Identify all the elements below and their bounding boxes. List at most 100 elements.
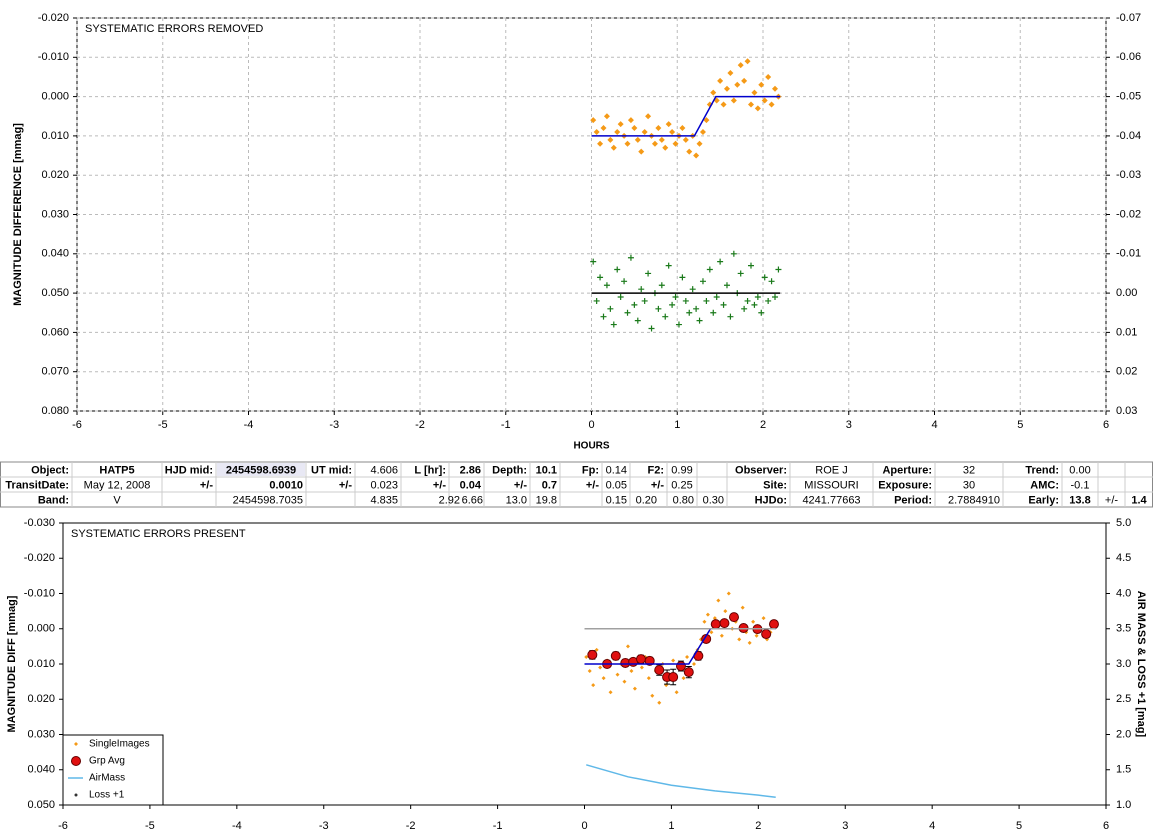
x-tick-label: -3 [319, 820, 329, 832]
point [617, 121, 624, 128]
table-value: 0.20 [636, 494, 657, 506]
table-value: 2454598.7035 [233, 494, 303, 506]
point [641, 297, 648, 304]
x-tick-label: 2 [755, 820, 761, 832]
table-value: May 12, 2008 [84, 479, 151, 491]
point [597, 274, 604, 281]
point [699, 128, 706, 135]
table-label: +/- [339, 479, 352, 491]
point [772, 294, 779, 301]
point [723, 282, 730, 289]
point [723, 609, 728, 614]
point [593, 128, 600, 135]
point [601, 676, 606, 681]
table-value: 4.606 [370, 464, 398, 476]
y-tick-label: 0.050 [41, 287, 69, 299]
table-label: Trend: [1025, 464, 1059, 476]
point [644, 655, 655, 666]
point [703, 117, 710, 124]
y2-tick-label: -0.03 [1116, 169, 1141, 181]
point [614, 128, 621, 135]
point [751, 89, 758, 96]
x-tick-label: 1 [668, 820, 674, 832]
y-tick-label: 0.030 [27, 728, 55, 740]
table-value: 10.1 [536, 464, 557, 476]
table-value: 0.023 [370, 479, 398, 491]
y-tick-label: 0.010 [41, 130, 69, 142]
table-frame [0, 461, 1153, 508]
y-tick-label: 0.020 [27, 693, 55, 705]
point [641, 128, 648, 135]
x-tick-label: -2 [406, 820, 416, 832]
point [600, 125, 607, 132]
point [668, 672, 679, 683]
table-value: MISSOURI [804, 479, 858, 491]
point [646, 676, 651, 681]
x-tick-label: 4 [929, 820, 935, 832]
point [737, 637, 742, 642]
point [71, 756, 81, 766]
point [751, 301, 758, 308]
point [758, 309, 765, 316]
table-label: L [hr]: [414, 464, 446, 476]
point [617, 294, 624, 301]
x-tick-label: 6 [1103, 419, 1109, 431]
x-axis-title: HOURS [573, 441, 609, 452]
point [610, 321, 617, 328]
point [754, 294, 761, 301]
point [598, 665, 603, 670]
y2-tick-label: -0.07 [1116, 12, 1141, 24]
point [713, 294, 720, 301]
point [761, 97, 768, 104]
y-tick-label: 0.000 [41, 91, 69, 103]
point [761, 629, 772, 640]
table-value: 13.0 [506, 494, 527, 506]
point [737, 62, 744, 69]
table-label: Site: [763, 479, 787, 491]
y2-tick-label: 0.01 [1116, 326, 1137, 338]
point [669, 301, 676, 308]
point [587, 649, 598, 660]
legend-label: SingleImages [89, 739, 150, 750]
point [719, 618, 730, 629]
y2-tick-label: -0.01 [1116, 248, 1141, 260]
series-line [591, 95, 781, 137]
y2-tick-label: 0.00 [1116, 287, 1137, 299]
table-value: 4.835 [370, 494, 398, 506]
plot-area [76, 17, 1107, 412]
point [754, 105, 761, 112]
point [635, 654, 646, 665]
point [658, 136, 665, 143]
point [682, 136, 689, 143]
point [639, 665, 644, 670]
point [706, 266, 713, 273]
point [638, 286, 645, 293]
legend-label: Grp Avg [89, 756, 125, 767]
x-tick-label: 5 [1016, 820, 1022, 832]
point [689, 286, 696, 293]
y-tick-label: 0.010 [27, 658, 55, 670]
x-tick-label: -6 [72, 419, 82, 431]
y-axis-title: MAGNITUDE DIFFERENCE [mmag] [12, 123, 24, 306]
point [662, 144, 669, 151]
point [768, 101, 775, 108]
point [627, 254, 634, 261]
point [728, 612, 739, 623]
point [679, 125, 686, 132]
y-tick-label: 0.030 [41, 208, 69, 220]
point [638, 148, 645, 155]
x-tick-label: -5 [145, 820, 155, 832]
point [631, 301, 638, 308]
table-label: F2: [648, 464, 665, 476]
chart-title: SYSTEMATIC ERRORS REMOVED [85, 23, 263, 35]
point [650, 693, 655, 698]
point [710, 89, 717, 96]
y2-tick-label: -0.05 [1116, 91, 1141, 103]
point [761, 616, 766, 621]
table-value: 30 [963, 479, 975, 491]
point [593, 297, 600, 304]
point [594, 647, 599, 652]
y-tick-label: -0.030 [24, 517, 55, 529]
point [710, 309, 717, 316]
point [645, 270, 652, 277]
